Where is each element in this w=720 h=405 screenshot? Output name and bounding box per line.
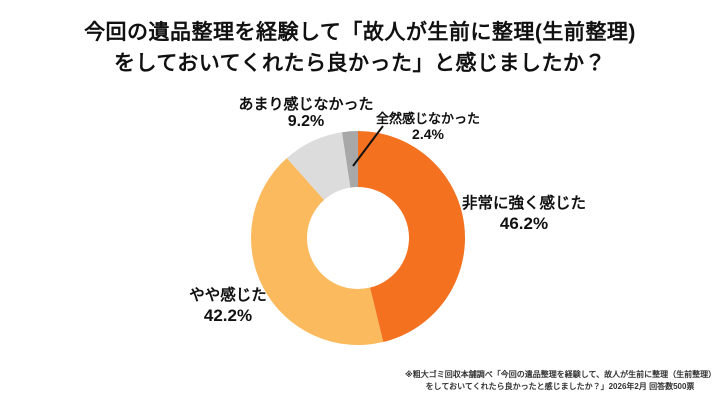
donut-segment-2 bbox=[286, 132, 351, 200]
donut-segment-1 bbox=[250, 158, 384, 345]
source-footnote: ※粗大ゴミ回収本舗調べ「今回の遺品整理を経験して、故人が生前に整理（生前整理） … bbox=[405, 369, 717, 393]
segment-label-not-at-all: 全然感じなかった 2.4% bbox=[368, 111, 488, 142]
segment-percent: 2.4% bbox=[412, 126, 444, 142]
segment-label-very-strong: 非常に強く感じた 46.2% bbox=[444, 194, 604, 234]
segment-label-somewhat: やや感じた 42.2% bbox=[158, 286, 298, 326]
segment-name: 全然感じなかった bbox=[375, 111, 480, 126]
donut-segment-3 bbox=[341, 131, 358, 188]
donut-segment-0 bbox=[358, 131, 465, 342]
chart-title-line1: 今回の遺品整理を経験して「故人が生前に整理(生前整理) bbox=[84, 21, 636, 44]
segment-name: 非常に強く感じた bbox=[461, 195, 586, 212]
segment-name: あまり感じなかった bbox=[238, 96, 374, 113]
leader-line-zenzen bbox=[352, 125, 384, 167]
segment-label-not-much: あまり感じなかった 9.2% bbox=[231, 96, 381, 131]
segment-percent: 42.2% bbox=[203, 306, 253, 325]
chart-title-line2: をしておいてくれたら良かった」と感じましたか？ bbox=[114, 52, 606, 75]
segment-percent: 46.2% bbox=[499, 214, 549, 233]
source-footnote-line1: ※粗大ゴミ回収本舗調べ「今回の遺品整理を経験して、故人が生前に整理（生前整理） bbox=[405, 370, 717, 379]
source-footnote-line2: をしておいてくれたら良かったと感じましたか？」2026年2月 回答数500票 bbox=[425, 382, 695, 391]
segment-percent: 9.2% bbox=[287, 113, 325, 130]
segment-name: やや感じた bbox=[189, 287, 267, 304]
chart-title: 今回の遺品整理を経験して「故人が生前に整理(生前整理) をしておいてくれたら良か… bbox=[0, 17, 720, 79]
